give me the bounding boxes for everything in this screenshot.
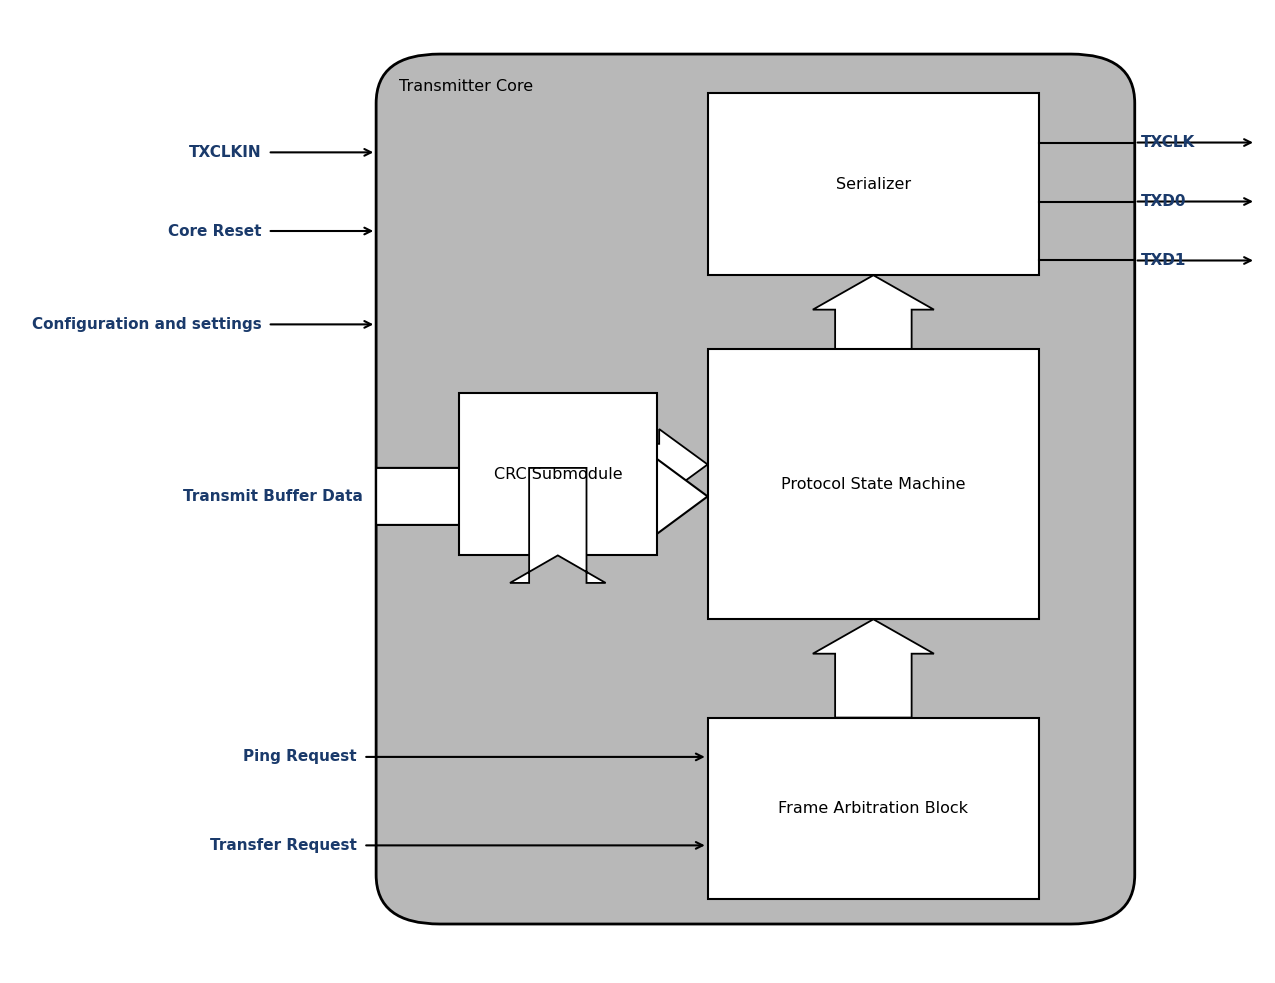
Text: Configuration and settings: Configuration and settings	[32, 317, 261, 332]
Polygon shape	[813, 275, 933, 349]
Text: Transfer Request: Transfer Request	[210, 838, 357, 853]
Text: TXD0: TXD0	[1141, 194, 1187, 209]
Text: Serializer: Serializer	[836, 177, 910, 192]
Polygon shape	[657, 430, 708, 499]
Text: TXCLKIN: TXCLKIN	[189, 145, 261, 160]
Text: Frame Arbitration Block: Frame Arbitration Block	[778, 801, 969, 816]
Text: Transmitter Core: Transmitter Core	[399, 79, 533, 93]
Polygon shape	[813, 619, 933, 718]
Polygon shape	[376, 451, 708, 542]
FancyBboxPatch shape	[459, 393, 657, 555]
FancyBboxPatch shape	[376, 54, 1135, 924]
Text: Protocol State Machine: Protocol State Machine	[782, 477, 965, 492]
Polygon shape	[510, 468, 606, 583]
Text: Core Reset: Core Reset	[168, 223, 261, 239]
Text: CRC Submodule: CRC Submodule	[493, 467, 622, 482]
FancyBboxPatch shape	[708, 93, 1039, 275]
Text: TXD1: TXD1	[1141, 253, 1187, 268]
FancyBboxPatch shape	[708, 349, 1039, 619]
Text: Transmit Buffer Data: Transmit Buffer Data	[184, 489, 363, 504]
FancyBboxPatch shape	[708, 718, 1039, 899]
Text: Ping Request: Ping Request	[244, 749, 357, 765]
Text: TXCLK: TXCLK	[1141, 135, 1196, 150]
